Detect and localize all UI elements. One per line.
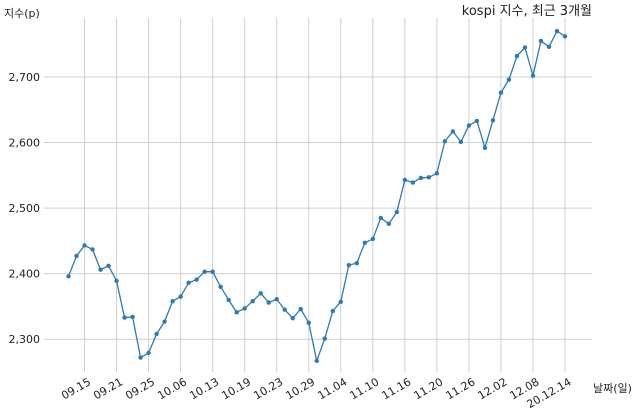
data-point [522, 45, 528, 50]
data-point [506, 77, 512, 82]
data-point [258, 291, 263, 296]
x-tick-label: 09.21 [91, 375, 125, 402]
data-point [354, 260, 359, 266]
data-point [370, 236, 376, 242]
x-tick-label: 11.04 [315, 375, 349, 402]
data-point [202, 269, 207, 274]
y-tick-label: 2,600 [9, 137, 41, 150]
x-tick-label: 09.15 [59, 375, 93, 402]
data-point [162, 319, 167, 324]
data-point [306, 320, 311, 326]
data-point [514, 53, 520, 59]
data-point [530, 73, 536, 78]
data-point [98, 267, 103, 272]
y-tick-labels: 2,300 2,400 2,500 2,600 2,700 [9, 71, 41, 346]
x-tick-label: 11.10 [348, 375, 382, 402]
data-point [178, 294, 183, 299]
data-point [90, 247, 95, 252]
data-point [458, 139, 464, 145]
data-point [418, 175, 424, 181]
data-point [194, 277, 199, 282]
data-point [114, 278, 119, 284]
x-tick-label: 09.25 [123, 375, 157, 402]
data-point [554, 28, 560, 34]
data-point [130, 314, 135, 320]
data-point [490, 118, 496, 123]
data-point [242, 306, 247, 311]
data-point [394, 209, 400, 215]
y-tick-label: 2,500 [9, 202, 41, 215]
x-tick-label: 10.13 [187, 375, 221, 402]
data-point [386, 221, 392, 227]
x-tick-label: 11.20 [412, 375, 446, 402]
data-point [298, 306, 303, 312]
data-point [410, 180, 416, 185]
data-point [210, 269, 215, 274]
x-tick-label: 12.02 [476, 375, 510, 402]
data-point [426, 175, 432, 180]
data-point [122, 315, 127, 320]
data-point [138, 355, 143, 360]
data-point [314, 358, 319, 364]
data-point [322, 336, 327, 341]
data-point [266, 300, 271, 305]
x-tick-label: 10.19 [219, 375, 253, 402]
grid-lines [44, 18, 592, 372]
data-point [402, 177, 408, 183]
data-point [66, 274, 71, 279]
data-point [378, 215, 384, 221]
data-point [346, 262, 351, 268]
x-tick-label: 11.16 [380, 375, 414, 402]
series-points [66, 28, 568, 364]
data-point [450, 129, 456, 134]
y-axis-title: 지수(p) [4, 7, 40, 20]
data-point [106, 263, 111, 268]
data-point [226, 297, 231, 303]
data-point [282, 307, 287, 312]
data-point [562, 34, 568, 39]
x-tick-labels: 09.1509.2109.2510.0610.1310.1910.2310.29… [59, 375, 573, 411]
x-tick-label: 10.29 [283, 375, 317, 402]
series-line [67, 30, 566, 362]
y-tick-label: 2,400 [9, 268, 41, 281]
data-point [74, 253, 79, 259]
chart-title: kospi 지수, 최근 3개월 [462, 4, 592, 19]
data-point [170, 299, 175, 304]
x-tick-label: 10.06 [155, 375, 189, 402]
data-point [498, 90, 504, 95]
data-point [154, 331, 159, 337]
x-tick-label: 10.23 [251, 375, 285, 402]
data-point [82, 243, 87, 248]
series-line-group [67, 30, 566, 362]
data-point [186, 280, 191, 286]
data-point [234, 310, 239, 315]
data-point [338, 299, 343, 305]
data-point [290, 316, 295, 321]
data-point [362, 240, 367, 246]
data-point [546, 44, 552, 50]
data-point [466, 123, 472, 128]
data-point [482, 145, 488, 150]
x-axis-title: 날짜(일) [593, 381, 632, 395]
data-point [330, 308, 335, 314]
y-tick-label: 2,700 [9, 71, 41, 84]
x-tick-label: 11.26 [444, 375, 478, 402]
data-point [538, 38, 544, 44]
data-point [146, 350, 151, 356]
data-point [442, 139, 448, 144]
y-tick-label: 2,300 [9, 333, 41, 346]
data-point [250, 299, 255, 304]
data-point [474, 118, 480, 124]
data-point [218, 284, 223, 289]
data-point [434, 171, 440, 176]
data-point [274, 297, 279, 302]
